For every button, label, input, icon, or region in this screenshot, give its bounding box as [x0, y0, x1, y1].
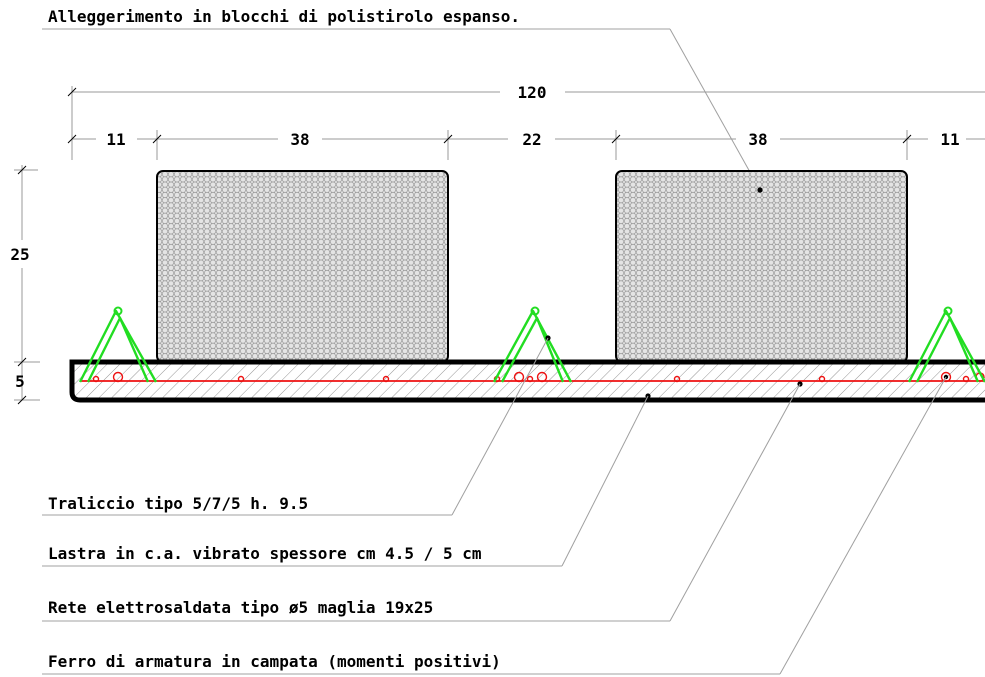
truss-2 — [492, 306, 573, 383]
dimension-seg-1: 11 — [106, 130, 125, 149]
dimension-seg-5: 11 — [940, 130, 959, 149]
leader-slab-diag — [561, 395, 649, 567]
dimension-height-block: 25 — [10, 245, 29, 264]
dimension-seg-2: 38 — [290, 130, 309, 149]
dimension-total-label: 120 — [518, 83, 547, 102]
dimension-seg-3: 22 — [522, 130, 541, 149]
label-rebar: Ferro di armatura in campata (momenti po… — [48, 652, 501, 671]
polystyrene-block-right — [615, 170, 908, 363]
truss-3 — [907, 306, 985, 383]
leader-rebar-diag — [779, 376, 947, 675]
label-mesh: Rete elettrosaldata tipo ø5 maglia 19x25 — [48, 598, 433, 617]
label-polystyrene-blocks: Alleggerimento in blocchi di polistirolo… — [48, 7, 520, 26]
dimension-height-slab: 5 — [15, 372, 25, 391]
leader-mesh-diag — [669, 383, 801, 622]
truss-1 — [78, 306, 158, 383]
dimension-seg-4: 38 — [748, 130, 767, 149]
dimension-segments: 11 38 22 38 11 — [67, 130, 985, 160]
label-slab: Lastra in c.a. vibrato spessore cm 4.5 /… — [48, 544, 482, 563]
leader-truss-diag — [451, 337, 549, 516]
label-truss: Traliccio tipo 5/7/5 h. 9.5 — [48, 494, 308, 513]
polystyrene-block-left — [156, 170, 449, 363]
leader-polystyrene-diag — [669, 28, 761, 191]
dimension-vertical: 25 5 — [10, 165, 40, 405]
dimension-total: 120 — [67, 83, 985, 160]
